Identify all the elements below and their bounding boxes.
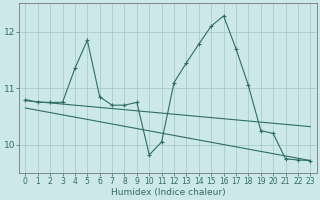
X-axis label: Humidex (Indice chaleur): Humidex (Indice chaleur) bbox=[110, 188, 225, 197]
